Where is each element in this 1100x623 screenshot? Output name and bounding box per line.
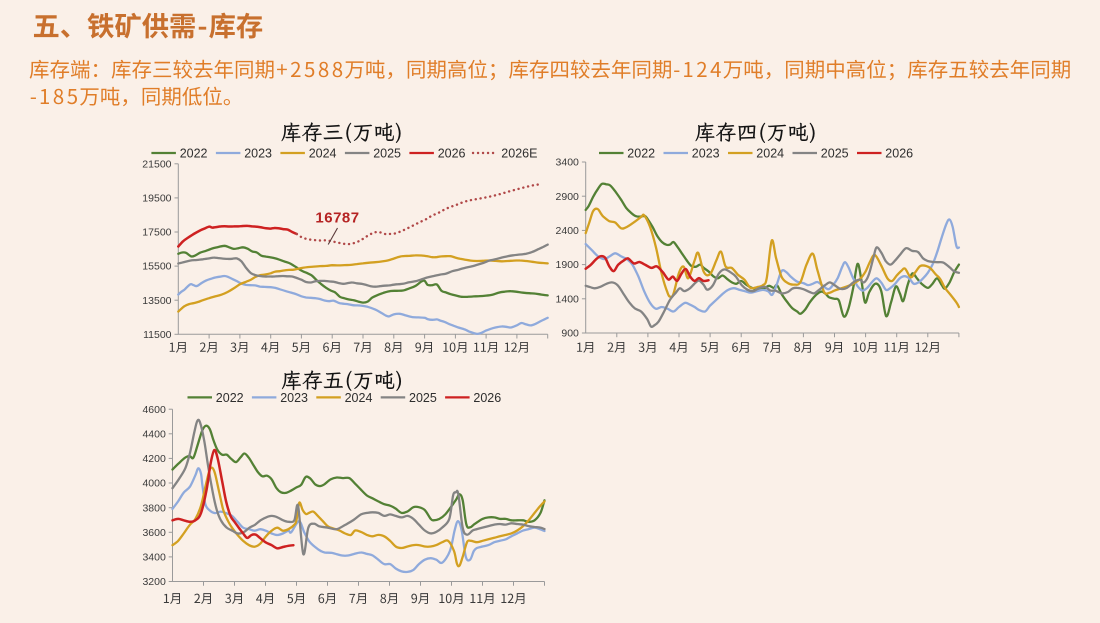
svg-text:2026: 2026	[438, 146, 466, 160]
svg-text:4400: 4400	[142, 428, 166, 440]
svg-text:2024: 2024	[309, 146, 337, 160]
svg-text:4000: 4000	[142, 478, 166, 490]
svg-text:17500: 17500	[142, 227, 171, 239]
svg-text:3200: 3200	[142, 576, 166, 588]
svg-text:13500: 13500	[142, 295, 171, 307]
svg-text:2400: 2400	[556, 225, 580, 237]
svg-text:4600: 4600	[142, 404, 166, 416]
svg-text:3400: 3400	[556, 157, 580, 169]
svg-text:2026: 2026	[473, 391, 501, 405]
svg-text:2025: 2025	[821, 146, 849, 160]
svg-text:16787: 16787	[315, 210, 359, 227]
svg-text:2026: 2026	[885, 146, 913, 160]
svg-text:19500: 19500	[142, 193, 171, 205]
svg-text:2900: 2900	[556, 191, 580, 203]
svg-text:3800: 3800	[142, 502, 166, 514]
svg-text:2023: 2023	[244, 146, 272, 160]
svg-text:2023: 2023	[692, 146, 720, 160]
svg-text:3400: 3400	[142, 552, 166, 564]
svg-text:2022: 2022	[627, 146, 655, 160]
svg-text:4200: 4200	[142, 453, 166, 465]
svg-text:2025: 2025	[373, 146, 401, 160]
svg-text:2025: 2025	[409, 391, 437, 405]
svg-text:900: 900	[561, 328, 579, 340]
svg-text:2024: 2024	[756, 146, 784, 160]
svg-text:1400: 1400	[556, 293, 580, 305]
svg-text:1900: 1900	[556, 259, 580, 271]
svg-text:11500: 11500	[143, 329, 172, 341]
svg-text:2024: 2024	[345, 391, 373, 405]
svg-text:15500: 15500	[142, 261, 171, 273]
svg-text:3600: 3600	[142, 527, 166, 539]
svg-text:2022: 2022	[216, 391, 244, 405]
svg-text:2026E: 2026E	[501, 146, 537, 160]
svg-text:2023: 2023	[280, 391, 308, 405]
svg-text:21500: 21500	[142, 158, 171, 170]
svg-text:2022: 2022	[180, 146, 208, 160]
